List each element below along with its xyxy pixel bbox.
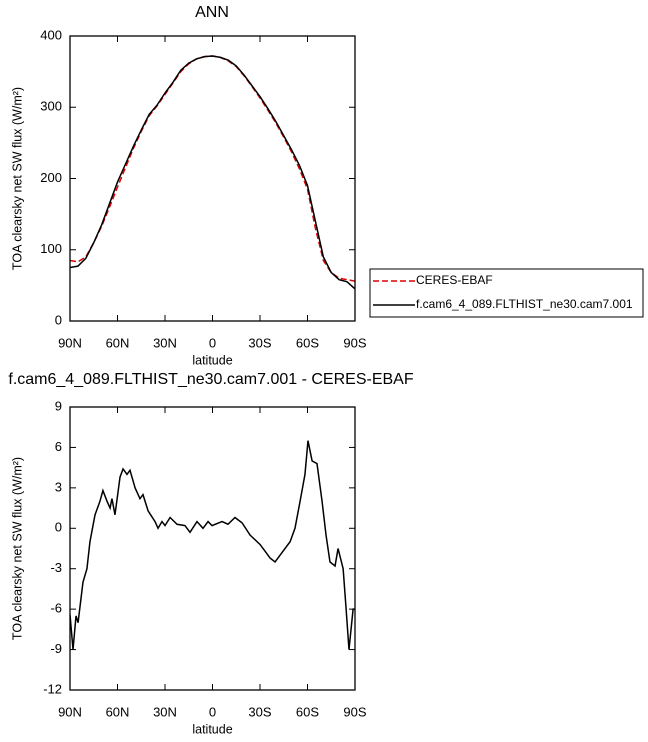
y-tick-label: 6	[55, 439, 62, 454]
x-tick-label: 30N	[153, 335, 177, 350]
x-tick-label: 60S	[296, 335, 319, 350]
data-line	[70, 55, 355, 282]
y-tick-label: -12	[43, 681, 62, 696]
x-tick-label: 0	[209, 704, 216, 719]
x-tick-label: 60S	[296, 704, 319, 719]
data-line	[70, 55, 355, 290]
x-tick-label: 90S	[343, 335, 366, 350]
y-tick-label: 300	[40, 99, 62, 114]
plot-frame	[69, 35, 356, 322]
y-axis-label: TOA clearsky net SW flux (W/m²)	[10, 457, 24, 640]
x-axis-label: latitude	[192, 722, 232, 736]
y-tick-label: 0	[55, 520, 62, 535]
x-tick-label: 60N	[106, 335, 130, 350]
y-axis-label: TOA clearsky net SW flux (W/m²)	[10, 87, 24, 270]
data-line	[70, 440, 355, 650]
x-tick-label: 0	[209, 335, 216, 350]
legend-label: CERES-EBAF	[416, 273, 493, 287]
y-tick-label: -3	[50, 560, 62, 575]
x-tick-label: 90N	[58, 335, 82, 350]
y-tick-label: 100	[40, 241, 62, 256]
chart-title: ANN	[195, 4, 229, 21]
x-axis-label: latitude	[192, 353, 232, 367]
legend-box	[369, 268, 644, 318]
x-tick-label: 30N	[153, 704, 177, 719]
y-tick-label: -6	[50, 601, 62, 616]
x-tick-label: 90S	[343, 704, 366, 719]
y-tick-label: 9	[55, 398, 62, 413]
x-tick-label: 90N	[58, 704, 82, 719]
legend-label: f.cam6_4_089.FLTHIST_ne30.cam7.001	[416, 297, 633, 311]
chart-title: f.cam6_4_089.FLTHIST_ne30.cam7.001 - CER…	[8, 371, 413, 388]
y-tick-label: 400	[40, 27, 62, 42]
x-tick-label: 60N	[106, 704, 130, 719]
x-tick-label: 30S	[248, 335, 271, 350]
y-tick-label: 200	[40, 170, 62, 185]
y-tick-label: 3	[55, 479, 62, 494]
y-tick-label: 0	[55, 312, 62, 327]
plot-frame	[69, 406, 356, 691]
x-tick-label: 30S	[248, 704, 271, 719]
y-tick-label: -9	[50, 641, 62, 656]
